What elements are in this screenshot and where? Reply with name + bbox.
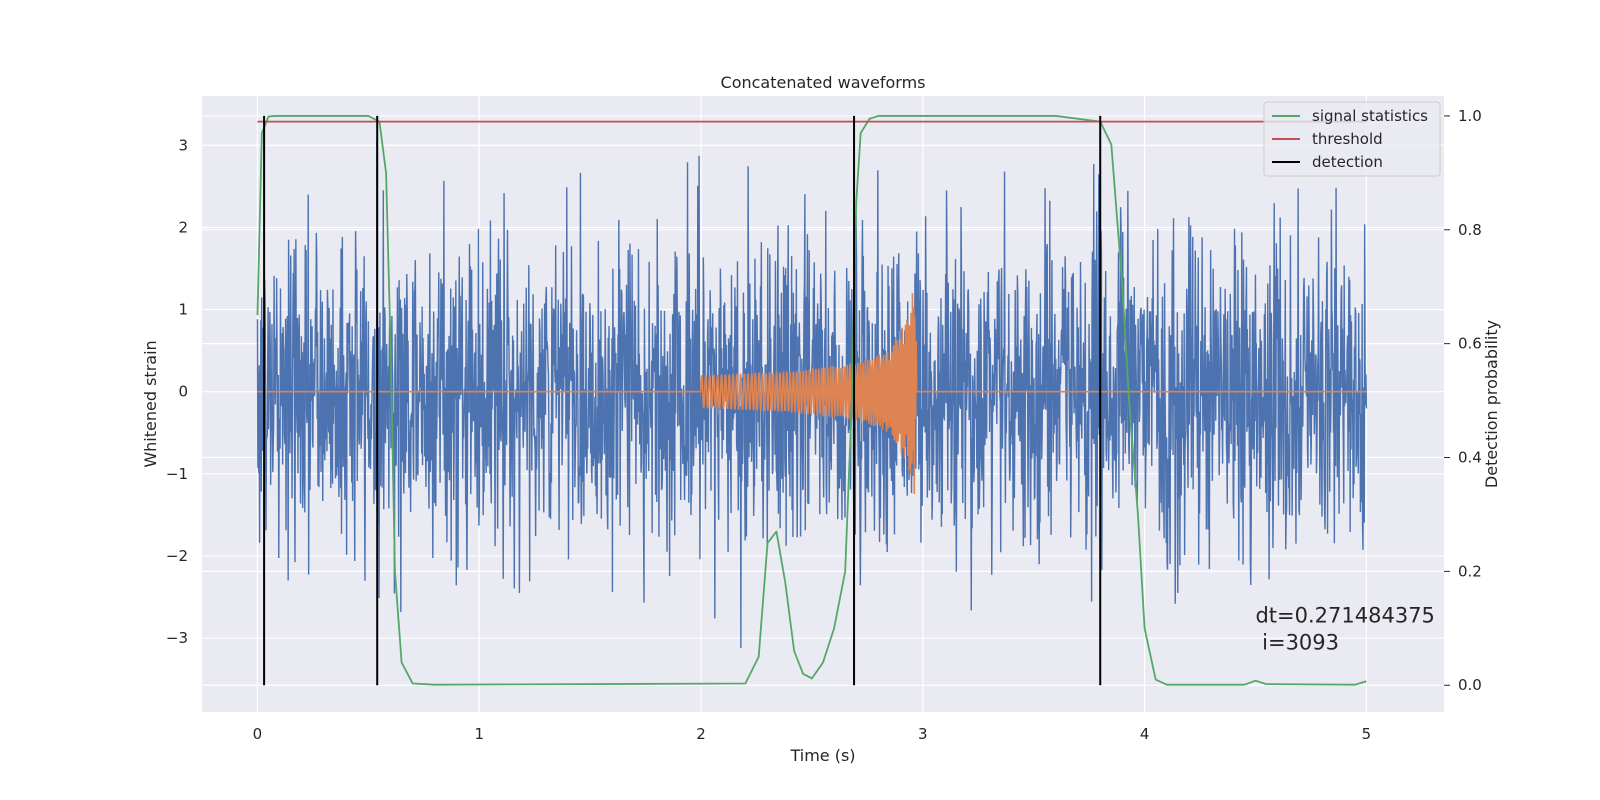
y2-tick-label: 0.8 [1458, 221, 1482, 239]
x-tick-label: 1 [474, 725, 484, 743]
chart-title: Concatenated waveforms [721, 73, 926, 92]
series-signal-statistics [256, 115, 1367, 686]
axes: 0 1 2 3 4 5 −3 −2 −1 0 1 2 3 0.0 0.2 0.4 0.6 0.8 1.0 [166, 107, 1482, 743]
y-tick-label: −3 [166, 629, 188, 647]
y2-tick-label: 0.2 [1458, 562, 1482, 580]
y2-tick-label: 0.0 [1458, 676, 1482, 694]
y2-tick-label: 0.4 [1458, 449, 1482, 467]
x-tick-label: 3 [918, 725, 928, 743]
y2-tick-label: 0.6 [1458, 335, 1482, 353]
annotation-dt: dt=0.271484375 [1255, 604, 1434, 628]
legend-label-detection: detection [1312, 153, 1383, 171]
legend: signal statistics threshold detection [1263, 101, 1441, 177]
y2-tick-label: 1.0 [1458, 107, 1482, 125]
annotation-i: i=3093 [1255, 630, 1339, 654]
x-tick-label: 5 [1362, 725, 1372, 743]
y-tick-label: 3 [178, 136, 188, 154]
x-tick-label: 2 [696, 725, 706, 743]
y-tick-label: 2 [178, 218, 188, 236]
legend-label-threshold: threshold [1312, 130, 1383, 148]
data-series [256, 115, 1368, 686]
x-tick-label: 0 [253, 725, 263, 743]
legend-box [1263, 101, 1441, 177]
series-injected-chirp [257, 293, 1367, 494]
x-tick-label: 4 [1140, 725, 1150, 743]
y-tick-label: 1 [178, 301, 188, 319]
y-tick-label: −2 [166, 547, 188, 565]
y2-axis-label: Detection probability [1482, 320, 1501, 488]
y-tick-label: −1 [166, 465, 188, 483]
series-whitened-strain [256, 140, 1368, 648]
x-axis-label: Time (s) [789, 746, 855, 765]
legend-label-signal-statistics: signal statistics [1312, 107, 1428, 125]
y-axis-label: Whitened strain [141, 340, 160, 467]
y-tick-label: 0 [178, 383, 188, 401]
